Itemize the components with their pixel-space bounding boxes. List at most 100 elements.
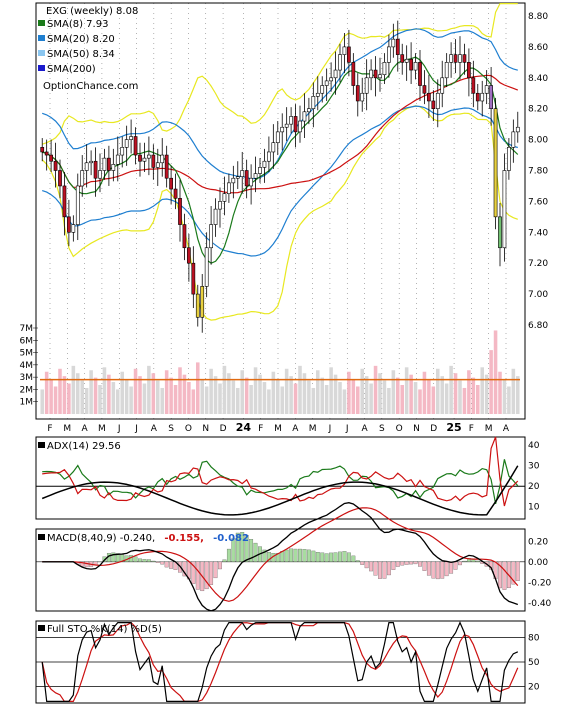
- macd-histogram-bar: [351, 555, 356, 562]
- candle-body: [360, 92, 365, 102]
- macd-histogram-bar: [324, 553, 329, 562]
- legend-sma20-label: SMA(20) 8.20: [47, 34, 115, 45]
- candle-body: [355, 85, 360, 102]
- macd-histogram-bar: [333, 552, 338, 562]
- candle-body: [484, 85, 489, 94]
- macd-histogram-bar: [409, 561, 414, 565]
- panel-tick-label: -0.20: [528, 578, 552, 588]
- candle-body: [249, 177, 253, 187]
- candle-body: [369, 69, 373, 79]
- volume-bar: [271, 371, 276, 414]
- macd-histogram-bar: [249, 539, 254, 562]
- volume-bar: [111, 382, 116, 414]
- macd-histogram-bar: [306, 549, 311, 562]
- volume-bar: [311, 387, 316, 414]
- candle-body: [311, 96, 316, 109]
- volume-bar: [369, 383, 373, 414]
- candle-body: [413, 62, 418, 71]
- macd-histogram-bar: [244, 535, 249, 562]
- x-tick-label: F: [469, 424, 474, 434]
- sto-title: Full STO %K(14) %D(5): [47, 624, 162, 635]
- legend-sma20: SMA(20) 8.20: [38, 34, 115, 45]
- candle-body: [502, 170, 507, 249]
- volume-bar: [382, 380, 387, 414]
- x-tick-label: M: [63, 424, 71, 434]
- candle-body: [338, 54, 342, 71]
- candle-body: [364, 77, 369, 94]
- volume-bar: [307, 380, 311, 414]
- panel-tick-label: 50: [528, 658, 540, 668]
- sto-k-line: [41, 621, 519, 703]
- volume-bar: [76, 373, 80, 414]
- adx-legend: ADX(14) 29.56: [38, 441, 121, 452]
- candle-body: [391, 38, 396, 48]
- macd-histogram-bar: [293, 548, 298, 562]
- candle-body: [138, 154, 142, 162]
- volume-bar: [284, 368, 289, 414]
- candle-body: [93, 160, 98, 179]
- volume-bar: [511, 368, 516, 414]
- legend-sma50: SMA(50) 8.34: [38, 49, 115, 60]
- macd-histogram-bar: [440, 561, 445, 579]
- volume-bar: [516, 376, 520, 414]
- volume-bar: [316, 370, 320, 414]
- candle-body: [124, 139, 129, 148]
- volume-bar: [404, 367, 409, 414]
- macd-histogram-bar: [235, 532, 240, 562]
- macd-histogram-bar: [382, 561, 387, 579]
- macd-histogram-bar: [298, 548, 302, 562]
- volume-bar: [391, 370, 396, 414]
- x-tick-label: S: [168, 424, 174, 434]
- sto-panel: Full STO %K(14) %D(5): [35, 620, 526, 704]
- candle-body: [53, 160, 58, 171]
- macd-histogram-bar: [458, 561, 462, 566]
- price-tick-label: 8.80: [528, 12, 548, 22]
- candle-body: [182, 224, 187, 249]
- volume-bar: [320, 377, 324, 414]
- candle-body: [422, 85, 427, 94]
- macd-histogram-bar: [395, 561, 400, 567]
- candle-body: [89, 160, 93, 164]
- candle-body: [147, 154, 151, 159]
- volume-bar: [484, 374, 489, 414]
- legend-sma50-label: SMA(50) 8.34: [47, 49, 115, 60]
- candle-body: [58, 170, 62, 187]
- volume-bar: [476, 385, 480, 414]
- volume-bar: [142, 383, 147, 414]
- candle-body: [320, 85, 325, 94]
- x-tick-label: 25: [446, 421, 461, 434]
- candle-body: [480, 92, 485, 102]
- price-tick-label: 7.00: [528, 290, 548, 300]
- adx-title: ADX(14) 29.56: [47, 441, 121, 452]
- candle-body: [164, 154, 169, 179]
- candle-body: [267, 151, 271, 162]
- candle-body: [169, 177, 173, 190]
- panel-tick-label: 20: [528, 482, 540, 492]
- macd-histogram-bar: [213, 561, 218, 579]
- macd-histogram-bar: [346, 552, 351, 562]
- volume-bar: [67, 383, 71, 414]
- candle-body: [387, 46, 391, 63]
- candle-body: [40, 147, 45, 153]
- volume-bar: [40, 389, 44, 414]
- volume-bar: [400, 385, 404, 414]
- volume-bar: [53, 386, 58, 414]
- price-tick-label: 7.60: [528, 197, 548, 207]
- candle-body: [120, 147, 125, 156]
- x-tick-label: M: [485, 424, 493, 434]
- macd-histogram-bar: [400, 561, 405, 566]
- candle-body: [449, 54, 453, 63]
- x-tick-label: A: [503, 424, 510, 434]
- candle-body: [107, 157, 111, 171]
- volume-bar: [124, 379, 129, 414]
- candle-body: [409, 58, 413, 71]
- x-tick-label: O: [396, 424, 403, 434]
- macd-histogram-bar: [373, 561, 378, 576]
- bollinger-upper: [42, 2, 518, 145]
- macd-signal-line: [42, 507, 519, 602]
- sma20-upper-line: [41, 28, 518, 180]
- price-tick-label: 7.40: [528, 228, 548, 238]
- volume-bar: [449, 365, 453, 414]
- volume-bar: [440, 376, 444, 414]
- volume-bar: [493, 330, 498, 414]
